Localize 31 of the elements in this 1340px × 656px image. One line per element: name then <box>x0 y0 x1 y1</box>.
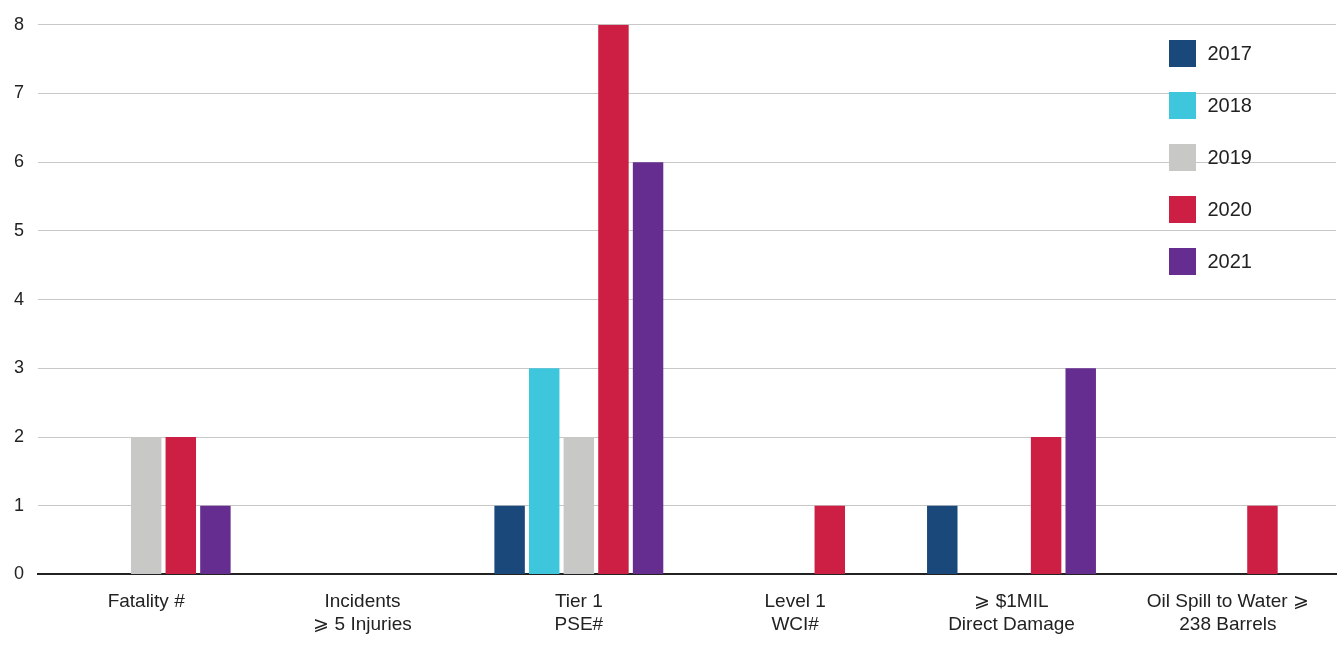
legend-label: 2019 <box>1207 146 1252 169</box>
y-tick-label: 8 <box>14 13 25 34</box>
bar <box>1247 505 1278 574</box>
bar <box>1030 437 1062 574</box>
y-tick-label: 6 <box>14 151 25 172</box>
y-tick-label: 2 <box>14 425 25 446</box>
y-tick-label: 4 <box>14 288 25 309</box>
bar <box>200 505 231 574</box>
legend-label: 2021 <box>1207 250 1252 273</box>
x-tick-label: Incidents ⩾ 5 Injuries <box>313 590 412 634</box>
y-tick-label: 5 <box>14 219 25 240</box>
x-tick-label: Fatality # <box>107 590 186 612</box>
bar <box>598 24 629 574</box>
legend-label: 2018 <box>1207 94 1252 117</box>
y-tick-label: 7 <box>14 82 25 103</box>
bar <box>529 368 560 574</box>
legend-label: 2017 <box>1207 42 1252 65</box>
bar <box>632 162 664 574</box>
x-tick-label: Tier 1 PSE# <box>554 590 604 634</box>
bar <box>927 505 958 574</box>
bar <box>1065 368 1096 574</box>
y-tick-label: 1 <box>14 494 25 515</box>
x-tick-label: Level 1 WCI# <box>764 590 826 634</box>
y-tick-label: 3 <box>14 357 25 378</box>
x-tick-label: Oil Spill to Water ⩾ 238 Barrels <box>1146 590 1309 634</box>
y-tick-label: 0 <box>14 563 25 584</box>
bar <box>165 437 197 574</box>
legend-label: 2020 <box>1207 198 1252 221</box>
bar <box>814 505 846 574</box>
x-tick-label: ⩾ $1MIL Direct Damage <box>948 590 1075 634</box>
bar <box>494 505 525 574</box>
